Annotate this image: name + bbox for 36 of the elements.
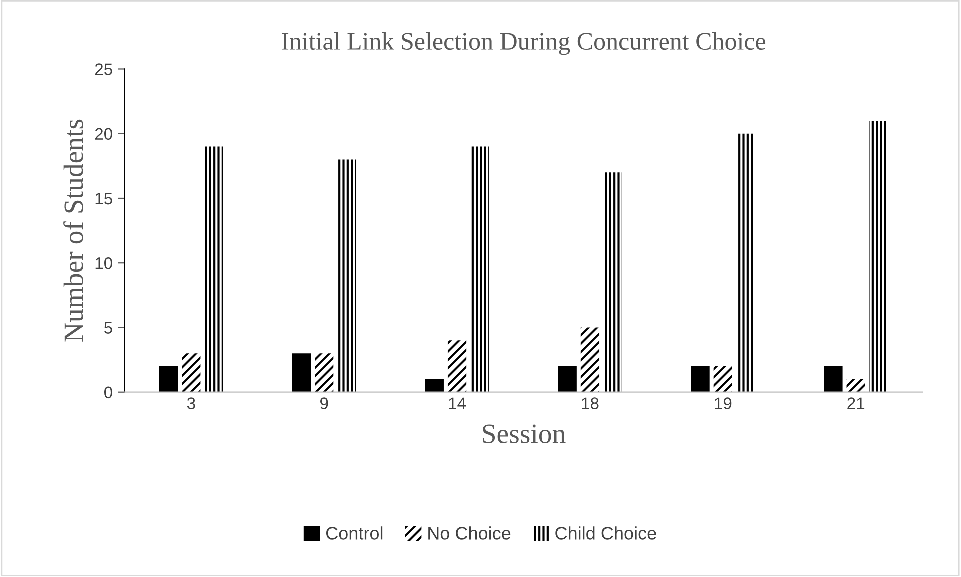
bar — [691, 366, 710, 392]
bar — [425, 379, 444, 392]
y-axis-title: Number of Students — [64, 120, 84, 342]
chart-title: Initial Link Selection During Concurrent Choice — [282, 32, 766, 56]
y-tick-label: 10 — [96, 258, 112, 270]
bar — [736, 134, 756, 392]
x-tick-label: 21 — [848, 398, 865, 410]
bar — [869, 120, 888, 392]
x-tick-label: 14 — [449, 398, 466, 410]
y-tick-label: 20 — [95, 128, 112, 140]
bar — [824, 366, 843, 392]
bar — [204, 146, 224, 392]
legend-label: No Choice — [428, 526, 511, 540]
x-tick-label: 19 — [715, 398, 732, 410]
bar — [315, 354, 334, 392]
x-tick-label: 9 — [320, 398, 328, 410]
bar — [846, 379, 866, 392]
y-tick-label: 5 — [104, 322, 112, 334]
x-axis-title: Session — [483, 424, 566, 444]
bar — [558, 366, 577, 392]
bar — [159, 366, 178, 392]
bar — [714, 366, 732, 392]
bar — [604, 172, 622, 392]
y-tick-label: 25 — [95, 64, 112, 76]
bar — [470, 146, 490, 392]
legend-label: Child Choice — [556, 526, 656, 540]
bar — [338, 160, 356, 392]
bar — [448, 340, 467, 392]
bar — [580, 328, 600, 392]
y-tick-label: 15 — [96, 193, 112, 205]
legend-label: Control — [326, 526, 383, 540]
x-tick-label: 3 — [187, 398, 196, 410]
y-tick-label: 0 — [104, 386, 112, 399]
bar — [292, 354, 312, 392]
x-tick-label: 18 — [582, 398, 599, 410]
bar — [182, 354, 201, 392]
